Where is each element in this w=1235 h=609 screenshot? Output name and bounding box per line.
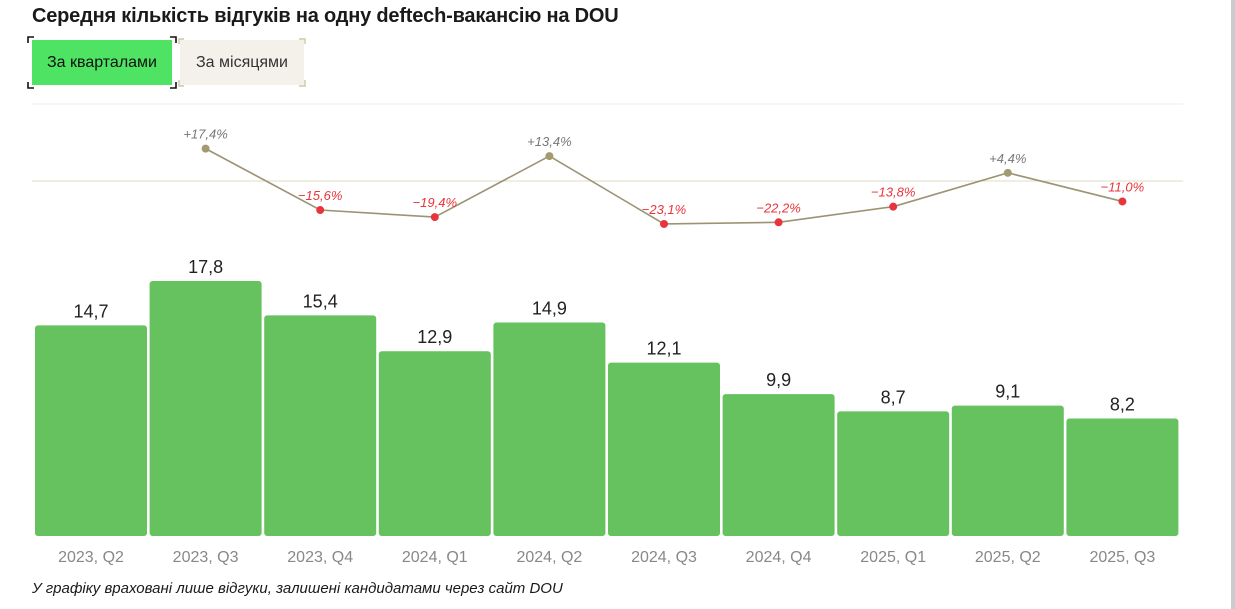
change-point [1003, 168, 1012, 177]
x-axis-label: 2023, Q3 [173, 549, 239, 566]
bar [722, 394, 835, 536]
change-point [430, 213, 439, 222]
change-point [545, 152, 554, 161]
change-point [201, 144, 210, 153]
change-label: −19,4% [413, 195, 457, 210]
change-label: −23,1% [642, 202, 686, 217]
x-axis-label: 2023, Q2 [58, 549, 124, 566]
chart-area: 14,7 17,8 15,4 12,9 14,9 12,1 9,9 8,7 9,1 8,2 202… [32, 103, 1183, 566]
footnote: У графіку враховані лише відгуки, залише… [32, 580, 563, 597]
bar-value-label: 8,2 [1110, 395, 1135, 415]
scrollbar[interactable] [1231, 0, 1235, 609]
chart-title: Середня кількість відгуків на одну defte… [32, 5, 619, 27]
bar [264, 315, 377, 536]
bar [149, 281, 262, 536]
bar-value-label: 8,7 [881, 387, 906, 407]
change-label: −13,8% [871, 185, 915, 200]
bar-value-label: 15,4 [303, 291, 338, 311]
inactive-button-frame [178, 38, 306, 87]
x-axis-label: 2024, Q1 [402, 549, 468, 566]
bar [378, 351, 491, 536]
bar [493, 322, 606, 536]
bar-value-label: 14,7 [73, 301, 108, 321]
change-point [660, 219, 668, 228]
x-axis-labels: 2023, Q2 2023, Q3 2023, Q4 2024, Q1 2024, Q2… [58, 549, 1155, 566]
change-label: −22,2% [756, 200, 800, 215]
change-label: −11,0% [1101, 179, 1145, 194]
bar-value-label: 14,9 [532, 299, 567, 319]
bar [608, 362, 720, 536]
x-axis-label: 2023, Q4 [287, 549, 353, 566]
bar-value-label: 12,1 [646, 339, 681, 359]
x-axis-label: 2024, Q2 [516, 549, 582, 566]
x-axis-label: 2025, Q1 [860, 549, 926, 566]
bar [1066, 418, 1179, 536]
change-point [1118, 197, 1127, 206]
bar-value-labels: 14,7 17,8 15,4 12,9 14,9 12,1 9,9 8,7 9,1 8,2 [73, 257, 1134, 415]
change-points [201, 144, 1127, 228]
change-label: +13,4% [527, 134, 571, 149]
change-label: +17,4% [183, 127, 227, 142]
x-axis-label: 2025, Q3 [1089, 549, 1155, 566]
change-labels: +17,4% −15,6% −19,4% +13,4% −23,1% −22,2% −13,… [183, 127, 1144, 217]
bar-value-label: 9,9 [766, 370, 791, 390]
change-label: +4,4% [989, 151, 1026, 166]
bar [951, 405, 1064, 536]
x-axis-label: 2025, Q2 [975, 549, 1041, 566]
x-axis-label: 2024, Q4 [746, 549, 812, 566]
change-point [889, 202, 898, 211]
months-toggle-button[interactable]: За місяцями [180, 40, 304, 85]
change-point [774, 218, 783, 227]
bar-value-label: 17,8 [188, 257, 223, 277]
quarters-toggle-button[interactable]: За кварталами [32, 40, 172, 85]
bar [837, 411, 950, 536]
bar-value-label: 9,1 [995, 382, 1020, 402]
bar-value-label: 12,9 [417, 327, 452, 347]
change-point [316, 206, 325, 215]
bar-series [35, 281, 1179, 536]
change-label: −15,6% [298, 188, 342, 203]
active-selection-frame [27, 36, 177, 89]
bar [35, 325, 147, 536]
x-axis-label: 2024, Q3 [631, 549, 697, 566]
